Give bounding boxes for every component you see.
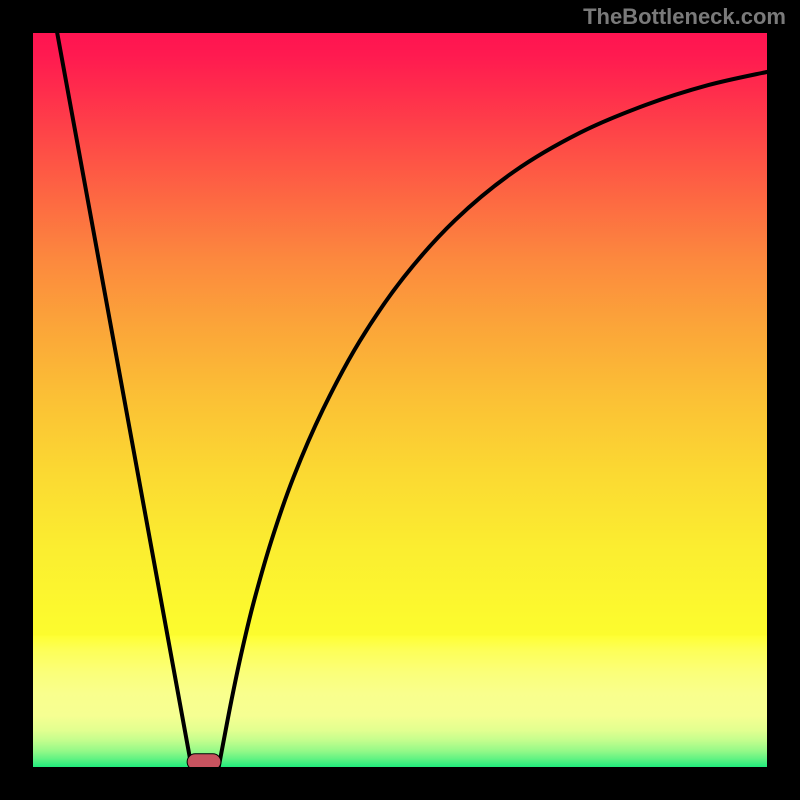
- chart-container: TheBottleneck.com: [0, 0, 800, 800]
- gradient-background: [33, 33, 767, 767]
- plot-svg: [33, 33, 767, 767]
- watermark-text: TheBottleneck.com: [583, 4, 786, 30]
- bottleneck-marker: [187, 754, 221, 767]
- plot-area: [33, 33, 767, 767]
